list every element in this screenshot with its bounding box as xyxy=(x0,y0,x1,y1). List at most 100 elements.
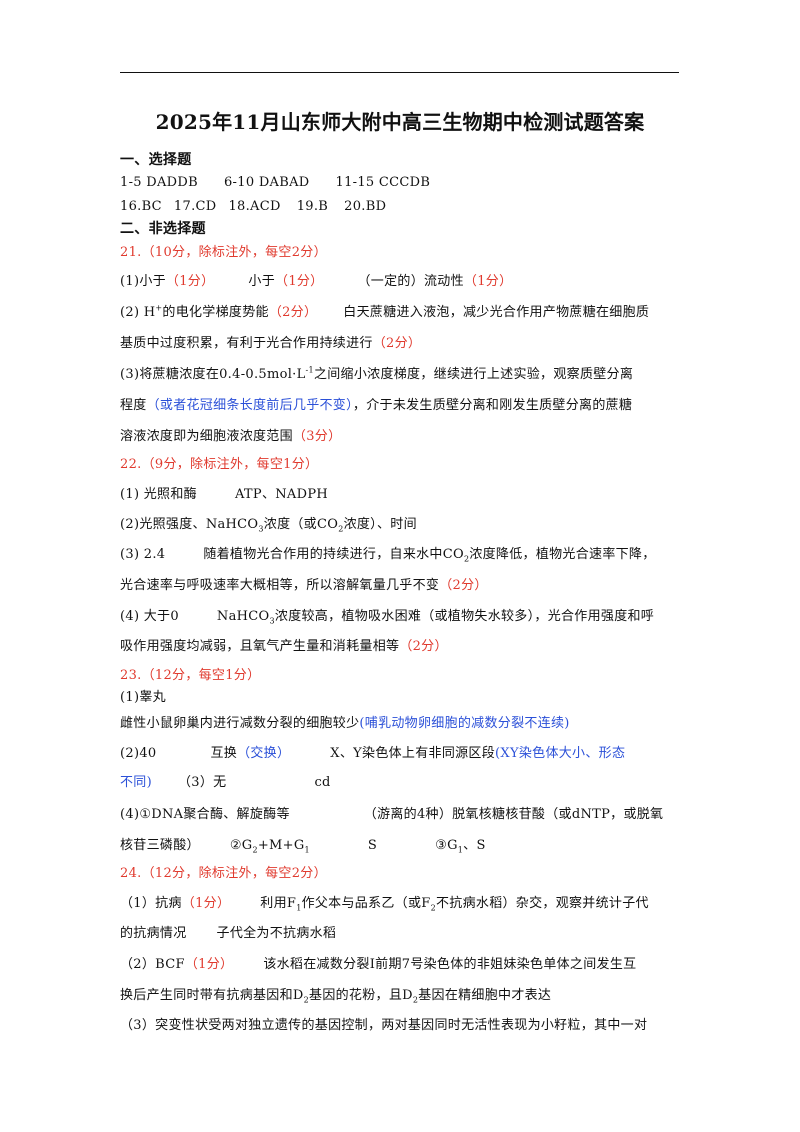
q22-header: 22.（9分，除标注外，每空1分） xyxy=(120,457,319,472)
q21-1-answer-a: (1)小于 xyxy=(120,274,166,289)
answer-18: 18.ACD xyxy=(228,199,281,214)
q24-line-4: 换后产生同时带有抗病基因和D2基因的花粉，且D2基因在精细胞中才表达 xyxy=(120,984,551,1005)
q21-header: 21.（10分，除标注外，每空2分） xyxy=(120,245,327,260)
q21-line-1: (1)小于（1分） 小于（1分） （一定的）流动性（1分） xyxy=(120,270,512,289)
q22-line-4: 光合速率与呼吸速率大概相等，所以溶解氧量几乎不变（2分） xyxy=(120,574,488,593)
q22-2-text-b: 浓度（或CO xyxy=(263,517,339,532)
answer-19: 19.B xyxy=(296,199,329,214)
q23-line-3: (2)40 互换（交换） X、Y染色体上有非同源区段(XY染色体大小、形态 xyxy=(120,742,625,761)
q23-header: 23.（12分，每空1分） xyxy=(120,668,261,683)
q23-4-answer-d: ②G xyxy=(229,838,253,853)
page-title: 2025年11月山东师大附中高三生物期中检测试题答案 xyxy=(155,110,645,134)
q24-1-text-d: 的抗病情况 xyxy=(120,926,187,941)
q24-2-subscript-2: 2 xyxy=(412,995,419,1005)
q23-4-answer-h: 、S xyxy=(463,838,486,853)
q23-2-alternative-a: （交换） xyxy=(237,746,291,761)
q22-4-text-a: NaHCO xyxy=(216,609,270,624)
q23-line-5: (4)①DNA聚合酶、解旋酶等 （游离的4种）脱氧核糖核苷酸（或dNTP，或脱氧 xyxy=(120,803,663,822)
q22-1-answer-b: ATP、NADPH xyxy=(234,487,329,502)
q22-4-text-b: 浓度较高，植物吸水困难（或植物失水较多），光合作用强度和呼 xyxy=(274,609,655,624)
answer-11-15: 11-15 CCCDB xyxy=(335,175,431,190)
q23-2-answer-b: 互换 xyxy=(210,746,238,761)
q24-2-text-d: 基因在精细胞中才表达 xyxy=(418,988,552,1003)
q23-4-answer-f: S xyxy=(367,838,378,853)
q24-1-answer-b: 子代全为不抗病水稻 xyxy=(216,926,337,941)
q23-4-answer-g: ③G xyxy=(435,838,458,853)
q21-1-points-b: （1分） xyxy=(275,274,324,289)
q23-2-answer-c: X、Y染色体上有非同源区段 xyxy=(330,746,496,761)
q21-2-points: （2分） xyxy=(268,305,318,320)
q22-line-3: (3) 2.4 随着植物光合作用的持续进行，自来水中CO2浓度降低，植物光合速率下… xyxy=(120,543,656,564)
q23-2-alternative-b: (XY染色体大小、形态 xyxy=(495,746,626,761)
q24-2-text-b: 换后产生同时带有抗病基因和D xyxy=(120,988,304,1003)
q22-4-subscript: 3 xyxy=(269,616,275,626)
q22-line-1: (1) 光照和酶 ATP、NADPH xyxy=(120,483,328,502)
q22-line-5: (4) 大于0 NaHCO3浓度较高，植物吸水困难（或植物失水较多），光合作用强度… xyxy=(120,605,654,626)
q22-2-subscript-1: 3 xyxy=(258,524,264,534)
q21-3-text-a: (3)将蔗糖浓度在0.4-0.5mol·L xyxy=(120,367,306,382)
q23-4-answer-b: （游离的4种）脱氧核糖核苷酸（或dNTP，或脱氧 xyxy=(363,807,664,822)
q22-2-text-a: (2)光照强度、NaHCO xyxy=(120,517,259,532)
q23-4-answer-c: 核苷三磷酸） xyxy=(120,838,200,853)
q24-1-subscript-1: 1 xyxy=(296,903,302,913)
q22-3-answer: (3) 2.4 xyxy=(120,547,166,562)
q21-line-3: 基质中过度积累，有利于光合作用持续进行（2分） xyxy=(120,332,421,351)
q21-1-points-c: （1分） xyxy=(463,274,513,289)
q21-3-text-b: 之间缩小浓度梯度，继续进行上述实验，观察质壁分离 xyxy=(313,367,634,382)
q23-3-answer-a: （3）无 xyxy=(177,775,227,790)
q22-3-text-a: 随着植物光合作用的持续进行，自来水中CO xyxy=(203,547,464,562)
q21-2-text-b: 的电化学梯度势能 xyxy=(162,305,269,320)
q23-line-4: 不同) （3）无 cd xyxy=(120,771,331,790)
section-choice-heading: 一、选择题 xyxy=(120,152,192,168)
q21-line-5: 程度（或者花冠细条长度前后几乎不变），介于未发生质壁分离和刚发生质壁分离的蔗糖 xyxy=(120,394,632,413)
q24-1-text-c: 不抗病水稻）杂交，观察并统计子代 xyxy=(436,896,649,911)
q22-3-text-b: 浓度降低，植物光合速率下降， xyxy=(469,547,656,562)
q21-3-text-d: ，介于未发生质壁分离和刚发生质壁分离的蔗糖 xyxy=(352,398,633,413)
q23-4-answer-e: +M+G xyxy=(257,838,305,853)
q23-1-reason: 雌性小鼠卵巢内进行减数分裂的细胞较少 xyxy=(120,716,360,731)
q24-line-1: （1）抗病（1分） 利用F1作父本与品系乙（或F2不抗病水稻）杂交，观察并统计子代 xyxy=(120,892,649,913)
q24-2-answer: （2）BCF xyxy=(120,957,185,972)
answer-17: 17.CD xyxy=(173,199,217,214)
q24-header: 24.（12分，除标注外，每空2分） xyxy=(120,866,327,881)
q21-3-points: （3分） xyxy=(292,429,342,444)
answer-6-10: 6-10 DABAD xyxy=(223,175,310,190)
q21-2-text-a: (2) H xyxy=(120,305,156,320)
q24-1-subscript-2: 2 xyxy=(430,903,436,913)
q21-1-answer-c: （一定的）流动性 xyxy=(357,274,464,289)
answer-1-5: 1-5 DADDB xyxy=(120,175,198,190)
q22-line-2: (2)光照强度、NaHCO3浓度（或CO2浓度）、时间 xyxy=(120,513,417,534)
q22-4-text-c: 吸作用强度均减弱，且氧气产生量和消耗量相等 xyxy=(120,639,400,654)
choice-answers-row-2: 16.BC 17.CD 18.ACD 19.B 20.BD xyxy=(120,199,386,214)
q22-4-answer: (4) 大于0 xyxy=(120,609,179,624)
q23-line-1: (1)睾丸 xyxy=(120,690,166,705)
q23-2-answer-a: (2)40 xyxy=(120,746,157,761)
q24-line-2: 的抗病情况 子代全为不抗病水稻 xyxy=(120,922,336,941)
q23-4-answer-a: (4)①DNA聚合酶、解旋酶等 xyxy=(120,807,290,822)
q21-2-text-d: 基质中过度积累，有利于光合作用持续进行 xyxy=(120,336,373,351)
q21-3-superscript: -1 xyxy=(305,365,314,375)
q24-line-5: （3）突变性状受两对独立遗传的基因控制，两对基因同时无活性表现为小籽粒，其中一对 xyxy=(120,1018,648,1033)
q21-line-4: (3)将蔗糖浓度在0.4-0.5mol·L-1之间缩小浓度梯度，继续进行上述实验… xyxy=(120,363,633,382)
q24-line-3: （2）BCF（1分） 该水稻在减数分裂Ⅰ前期7号染色体的非姐妹染色单体之间发生互 xyxy=(120,953,636,972)
q21-1-answer-b: 小于 xyxy=(248,274,276,289)
q21-2-superscript: + xyxy=(155,303,163,313)
choice-answers-row-1: 1-5 DADDB 6-10 DABAD 11-15 CCCDB xyxy=(120,175,430,190)
q24-1-text-a: 利用F xyxy=(260,896,297,911)
q23-2-alternative-c: 不同) xyxy=(120,775,152,790)
q24-2-points: （1分） xyxy=(184,957,234,972)
q23-4-subscript-1: 2 xyxy=(252,845,258,855)
q22-1-answer-a: (1) 光照和酶 xyxy=(120,487,197,502)
q21-2-points-2: （2分） xyxy=(372,336,422,351)
q21-3-alternative: （或者花冠细条长度前后几乎不变） xyxy=(146,398,353,413)
q22-2-subscript-2: 2 xyxy=(338,524,344,534)
header-rule xyxy=(120,72,679,73)
q21-3-text-e: 溶液浓度即为细胞液浓度范围 xyxy=(120,429,293,444)
q24-2-text-a: 该水稻在减数分裂Ⅰ前期7号染色体的非姐妹染色单体之间发生互 xyxy=(263,957,637,972)
q23-4-subscript-2: 1 xyxy=(304,845,310,855)
q23-3-answer-b: cd xyxy=(314,775,331,790)
answer-16: 16.BC xyxy=(120,199,162,214)
q24-1-text-b: 作父本与品系乙（或F xyxy=(301,896,431,911)
q22-4-points: （2分） xyxy=(399,639,448,654)
